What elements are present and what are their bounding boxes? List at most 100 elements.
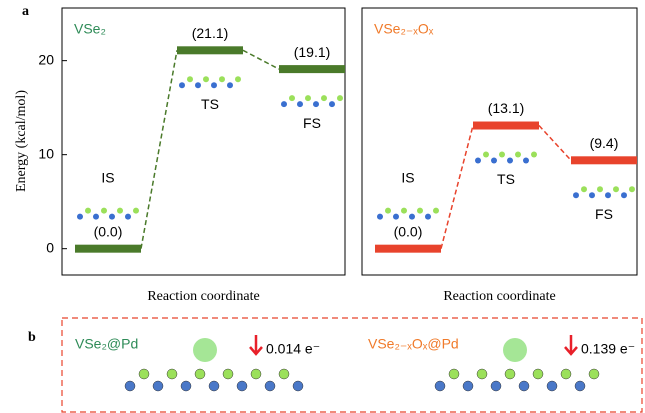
atom — [547, 381, 557, 391]
atom — [505, 369, 515, 379]
atom — [605, 192, 611, 198]
charge-label: 0.014 e⁻ — [266, 341, 320, 357]
atom — [613, 186, 619, 192]
charge-label: 0.139 e⁻ — [581, 341, 635, 357]
atom — [93, 214, 99, 220]
atom — [597, 186, 603, 192]
y-tick-label: 0 — [46, 239, 54, 255]
atom — [195, 82, 201, 88]
atom — [179, 82, 185, 88]
structure-illustration — [193, 338, 527, 362]
energy-level — [177, 46, 243, 54]
atom — [305, 95, 311, 101]
atom — [491, 158, 497, 164]
atom — [561, 369, 571, 379]
value-label: (9.4) — [590, 135, 619, 151]
atom — [139, 369, 149, 379]
atom — [329, 101, 335, 107]
atom — [499, 152, 505, 158]
connector — [243, 50, 279, 69]
atom — [507, 158, 513, 164]
panel-label: a — [22, 4, 29, 19]
state-label: IS — [401, 169, 414, 185]
atom — [477, 369, 487, 379]
atom — [393, 214, 399, 220]
state-label: TS — [497, 171, 515, 187]
atom — [235, 76, 241, 82]
state-label: IS — [101, 169, 114, 185]
atom — [265, 381, 275, 391]
y-tick-label: 20 — [38, 51, 54, 67]
atom — [629, 186, 635, 192]
atom — [401, 208, 407, 214]
value-label: (19.1) — [294, 44, 331, 60]
chart-title: VSe₂ — [74, 21, 106, 37]
atom — [223, 369, 233, 379]
atom — [491, 381, 501, 391]
arrow — [565, 335, 577, 354]
atom — [435, 381, 445, 391]
atom — [237, 381, 247, 391]
atom — [589, 369, 599, 379]
state-label: FS — [595, 206, 613, 222]
figure: a b VSe₂@Pd 0.014 e⁻ VSe₂₋ₓOₓ@Pd 0.139 e… — [0, 0, 645, 413]
energy-level — [75, 245, 141, 253]
energy-level — [473, 122, 539, 130]
atom — [337, 95, 343, 101]
atom — [153, 381, 163, 391]
atom — [209, 381, 219, 391]
atom — [417, 208, 423, 214]
atom — [313, 101, 319, 107]
atom — [297, 101, 303, 107]
connector — [141, 50, 177, 248]
atom — [203, 76, 209, 82]
state-label: TS — [201, 96, 219, 112]
atom — [101, 208, 107, 214]
atom — [483, 152, 489, 158]
x-axis-label: Reaction coordinate — [443, 289, 555, 304]
atom — [425, 214, 431, 220]
y-axis-label: Energy (kcal/mol) — [14, 90, 29, 192]
value-label: (13.1) — [488, 100, 525, 116]
atom — [117, 208, 123, 214]
atom — [581, 186, 587, 192]
atom — [187, 76, 193, 82]
atom — [181, 381, 191, 391]
arrow — [250, 335, 262, 354]
atom — [293, 381, 303, 391]
y-tick-label: 10 — [38, 145, 54, 161]
atom — [167, 369, 177, 379]
atom — [125, 381, 135, 391]
atom — [125, 214, 131, 220]
atom — [589, 192, 595, 198]
structure-label: VSe₂₋ₓOₓ@Pd — [368, 336, 459, 352]
panel-b-frame — [62, 318, 642, 412]
chart-title: VSe₂₋ₓOₓ — [374, 21, 434, 37]
energy-level — [375, 245, 441, 253]
atom — [463, 381, 473, 391]
panel-label: b — [28, 330, 36, 345]
atom — [219, 76, 225, 82]
atom — [109, 214, 115, 220]
state-label: FS — [303, 115, 321, 131]
x-axis-label: Reaction coordinate — [147, 289, 259, 304]
atom — [573, 192, 579, 198]
atom — [385, 208, 391, 214]
connector — [441, 126, 473, 249]
atom — [515, 152, 521, 158]
atom — [227, 82, 233, 88]
value-label: (21.1) — [192, 25, 229, 41]
atom — [621, 192, 627, 198]
atom — [449, 369, 459, 379]
atom — [523, 158, 529, 164]
value-label: (0.0) — [394, 223, 423, 239]
atom — [279, 369, 289, 379]
energy-level — [571, 156, 637, 164]
atom — [475, 158, 481, 164]
atom — [133, 208, 139, 214]
atom — [251, 369, 261, 379]
atom — [519, 381, 529, 391]
atom — [289, 95, 295, 101]
atom — [211, 82, 217, 88]
atom — [409, 214, 415, 220]
